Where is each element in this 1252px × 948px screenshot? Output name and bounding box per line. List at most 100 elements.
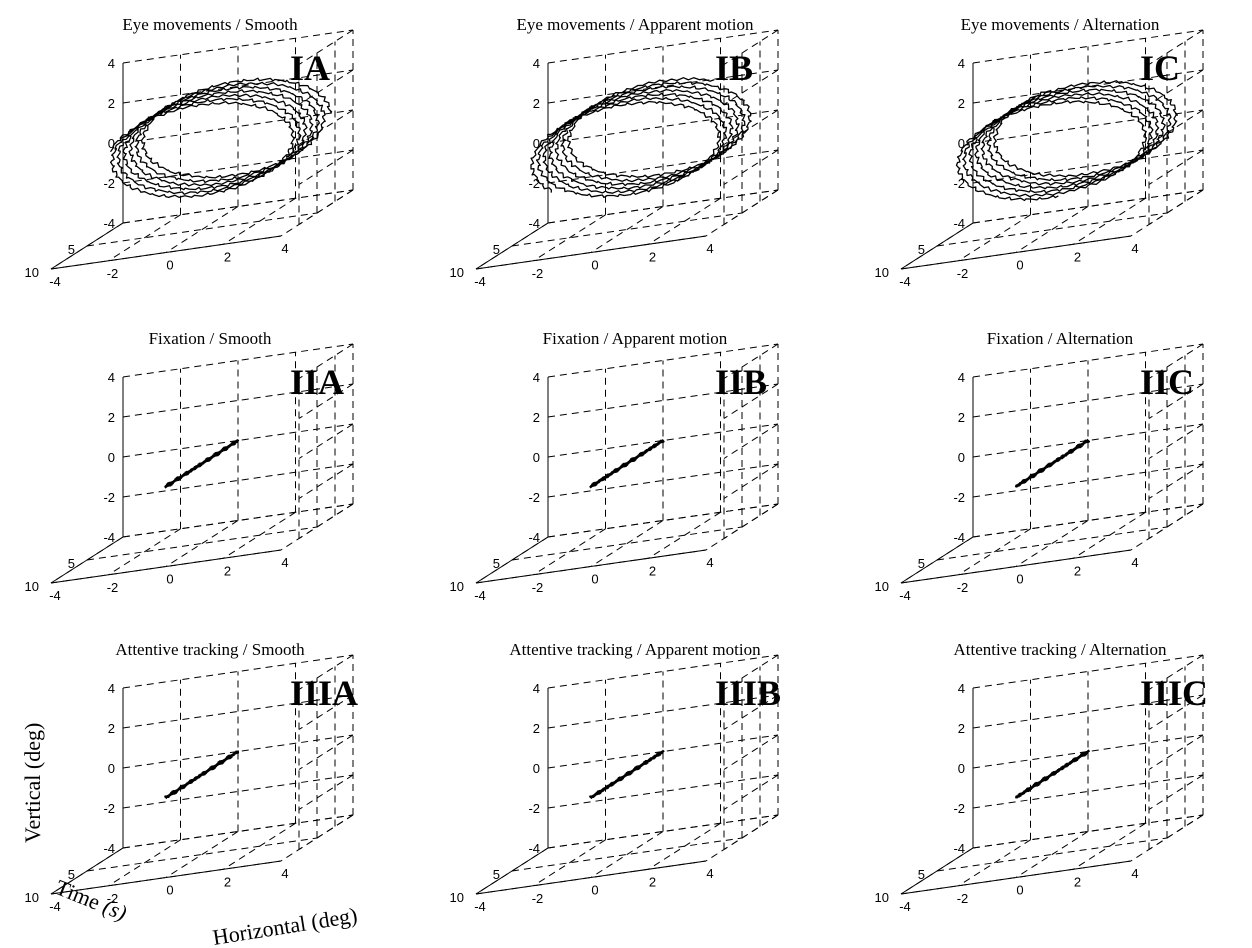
x-tick-label: -2 xyxy=(957,891,969,906)
y-tick-label: -4 xyxy=(953,841,965,856)
grid-line xyxy=(723,654,779,690)
grid-line xyxy=(122,189,354,224)
grid-line xyxy=(533,214,606,262)
panel-id: IIC xyxy=(1140,362,1194,402)
y-tick-label: -2 xyxy=(528,176,540,191)
panel-title: Fixation / Smooth xyxy=(149,329,272,348)
grid-line xyxy=(723,29,779,65)
x-tick-label: 0 xyxy=(591,258,598,273)
x-tick-label: -2 xyxy=(957,580,969,595)
horizontal-axis-label: Horizontal (deg) xyxy=(211,902,359,948)
grid-line xyxy=(122,149,354,184)
grid-line xyxy=(723,734,779,770)
x-tick-label: 4 xyxy=(281,555,288,570)
grid-line xyxy=(298,774,354,810)
grid-line xyxy=(972,383,1204,418)
grid-line xyxy=(972,503,1204,538)
y-tick-label: 0 xyxy=(958,761,965,776)
grid-line xyxy=(972,734,1204,769)
t-tick-label: 5 xyxy=(493,867,500,882)
y-tick-label: -2 xyxy=(103,490,115,505)
grid-line xyxy=(165,206,239,253)
panel-title: Fixation / Apparent motion xyxy=(543,329,728,348)
axis-line xyxy=(900,536,974,584)
grid-line xyxy=(122,343,354,378)
x-tick-label: -4 xyxy=(899,588,911,603)
x-tick-label: 4 xyxy=(1131,866,1138,881)
x-tick-label: -2 xyxy=(532,266,544,281)
grid-line xyxy=(723,694,779,730)
data-trace xyxy=(589,438,665,489)
grid-line xyxy=(547,69,779,104)
y-tick-label: -2 xyxy=(953,176,965,191)
vertical-axis-label: Vertical (deg) xyxy=(20,723,45,843)
t-tick-label: 10 xyxy=(875,579,889,594)
grid-line xyxy=(165,831,239,878)
grid-line xyxy=(298,69,354,105)
grid-line xyxy=(547,149,779,184)
x-tick-label: 4 xyxy=(706,555,713,570)
grid-line xyxy=(547,383,779,418)
y-tick-label: -4 xyxy=(528,216,540,231)
grid-line xyxy=(547,734,779,769)
t-tick-label: 10 xyxy=(450,579,464,594)
data-trace xyxy=(1014,438,1091,488)
grid-line xyxy=(547,774,779,809)
y-tick-label: 0 xyxy=(108,450,115,465)
t-tick-label: 5 xyxy=(918,556,925,571)
grid-line xyxy=(122,383,354,418)
axis-line xyxy=(50,235,282,270)
grid-line xyxy=(511,212,743,247)
y-tick-label: 2 xyxy=(958,410,965,425)
panel-title: Eye movements / Smooth xyxy=(122,15,298,34)
t-tick-label: 10 xyxy=(875,890,889,905)
axis-line xyxy=(475,860,707,895)
grid-line xyxy=(723,343,779,379)
grid-line xyxy=(972,189,1204,224)
grid-line xyxy=(1148,343,1204,379)
grid-line xyxy=(86,837,318,872)
grid-line xyxy=(547,109,779,144)
grid-line xyxy=(86,212,318,247)
grid-line xyxy=(1148,734,1204,770)
x-tick-label: 0 xyxy=(591,883,598,898)
x-tick-label: 0 xyxy=(166,258,173,273)
grid-line xyxy=(122,814,354,849)
panel-title: Attentive tracking / Smooth xyxy=(115,640,305,659)
grid-line xyxy=(1015,206,1089,253)
y-tick-label: 2 xyxy=(108,410,115,425)
x-tick-label: -2 xyxy=(107,891,119,906)
grid-line xyxy=(936,212,1168,247)
panel-id: IIB xyxy=(715,362,767,402)
t-tick-label: 10 xyxy=(25,579,39,594)
axis-line xyxy=(900,235,1132,270)
axis-line xyxy=(475,536,549,584)
x-tick-label: -4 xyxy=(474,899,486,914)
grid-line xyxy=(547,343,779,378)
grid-line xyxy=(547,814,779,849)
grid-line xyxy=(972,694,1204,729)
grid-line xyxy=(723,69,779,105)
axis-line xyxy=(50,860,282,895)
grid-line xyxy=(972,774,1204,809)
grid-line xyxy=(1148,694,1204,730)
axis-line xyxy=(475,235,707,270)
grid-line xyxy=(108,528,181,576)
grid-line xyxy=(165,520,239,567)
y-tick-label: 2 xyxy=(958,721,965,736)
t-tick-label: 5 xyxy=(68,242,75,257)
y-tick-label: 0 xyxy=(533,136,540,151)
x-tick-label: 2 xyxy=(224,874,231,889)
y-tick-label: 0 xyxy=(108,761,115,776)
x-tick-label: -4 xyxy=(899,274,911,289)
grid-line xyxy=(298,694,354,730)
t-tick-label: 5 xyxy=(918,242,925,257)
y-tick-label: -4 xyxy=(103,530,115,545)
y-tick-label: -4 xyxy=(103,216,115,231)
y-tick-label: 4 xyxy=(533,681,540,696)
x-tick-label: 2 xyxy=(1074,249,1081,264)
x-tick-label: 4 xyxy=(706,866,713,881)
panel-iib: -4 -2 0 2 4 -4 -2 0 2 4 5 10 Fixation / Apparent mot… xyxy=(450,329,779,603)
grid-line xyxy=(298,149,354,185)
